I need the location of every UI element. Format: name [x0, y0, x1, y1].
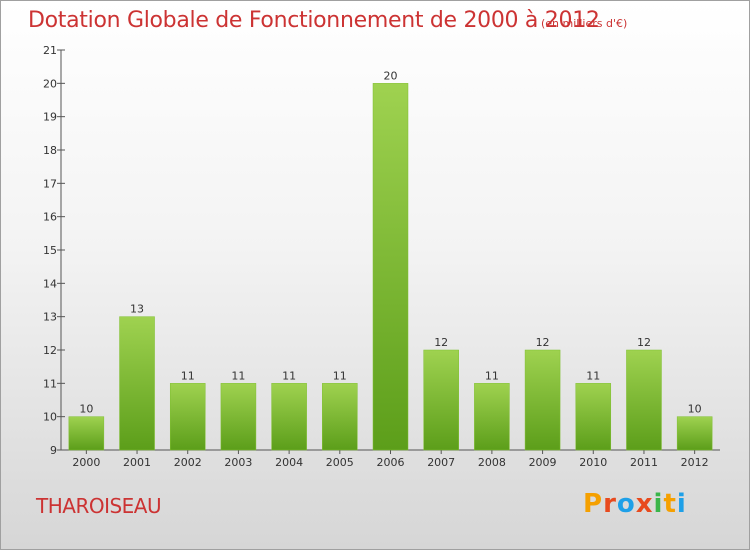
y-tick-label: 20 [43, 77, 57, 90]
data-label: 11 [586, 369, 600, 382]
data-label: 12 [536, 336, 550, 349]
y-tick-label: 11 [43, 377, 57, 390]
y-tick-label: 10 [43, 411, 57, 424]
y-tick-label: 12 [43, 344, 57, 357]
x-tick-label: 2011 [630, 456, 658, 469]
x-tick-label: 2010 [579, 456, 607, 469]
logo-letter: o [616, 489, 636, 519]
logo-letter: P [583, 489, 604, 519]
x-tick-label: 2006 [377, 456, 405, 469]
y-tick-label: 18 [43, 144, 57, 157]
data-label: 20 [384, 69, 398, 82]
y-tick-label: 17 [43, 177, 57, 190]
logo-letter: t [663, 489, 677, 519]
y-tick-label: 13 [43, 311, 57, 324]
y-tick-label: 15 [43, 244, 57, 257]
bar [626, 349, 662, 451]
bar [220, 383, 257, 451]
logo-letter: i [676, 489, 687, 519]
logo-letter: r [603, 489, 617, 519]
chart-unit: (en milliers d'€) [541, 17, 628, 30]
bar [322, 383, 358, 451]
data-label: 12 [637, 336, 651, 349]
x-tick-label: 2008 [478, 456, 506, 469]
data-label: 11 [333, 369, 347, 382]
bar [423, 349, 459, 451]
bar [169, 383, 206, 451]
x-tick-label: 2001 [123, 456, 151, 469]
data-label: 10 [688, 403, 702, 416]
chart-title: Dotation Globale de Fonctionnement de 20… [28, 8, 600, 33]
bar [119, 316, 155, 451]
data-label: 11 [282, 369, 296, 382]
y-tick-label: 9 [50, 444, 57, 457]
data-label: 10 [79, 403, 93, 416]
data-label: 11 [231, 369, 245, 382]
x-tick-label: 2005 [326, 456, 354, 469]
y-tick-label: 14 [43, 277, 57, 290]
data-label: 12 [434, 336, 448, 349]
x-tick-label: 2003 [224, 456, 252, 469]
x-tick-label: 2000 [72, 456, 100, 469]
bar [575, 383, 612, 451]
data-label: 11 [485, 369, 499, 382]
data-label: 11 [181, 369, 195, 382]
bar [676, 416, 713, 451]
y-tick-label: 19 [43, 111, 57, 124]
bar [524, 349, 561, 451]
x-tick-label: 2007 [427, 456, 455, 469]
commune-name: THAROISEAU [36, 494, 162, 518]
bar [68, 416, 105, 451]
logo-letter: x [635, 489, 654, 519]
x-tick-label: 2009 [529, 456, 557, 469]
x-tick-label: 2004 [275, 456, 303, 469]
proxiti-logo[interactable]: Proxiti [583, 489, 687, 519]
y-tick-label: 21 [43, 44, 57, 57]
x-tick-label: 2012 [681, 456, 709, 469]
y-tick-label: 16 [43, 211, 57, 224]
logo-letter: i [653, 489, 664, 519]
x-tick-label: 2002 [174, 456, 202, 469]
bar [372, 83, 409, 451]
bar [271, 383, 307, 451]
bar [474, 383, 510, 451]
data-label: 13 [130, 303, 144, 316]
